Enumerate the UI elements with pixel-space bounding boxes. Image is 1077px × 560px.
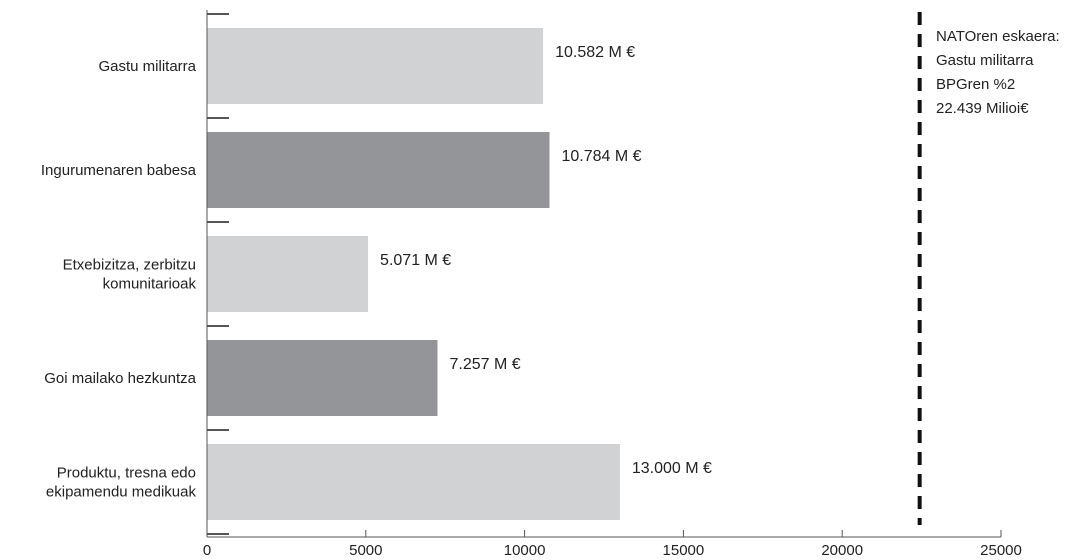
x-tick-label: 0 — [203, 542, 211, 559]
x-tick-label: 10000 — [504, 542, 546, 559]
category-label: komunitarioak — [103, 276, 197, 293]
x-tick-label: 5000 — [349, 542, 382, 559]
value-label: 7.257 M € — [449, 356, 520, 373]
reference-annotation: NATOren eskaera: — [936, 28, 1060, 45]
x-tick-label: 25000 — [980, 542, 1022, 559]
value-label: 5.071 M € — [380, 252, 451, 269]
bar — [207, 340, 438, 416]
reference-annotation: Gastu militarra — [936, 52, 1034, 69]
x-axis: 0 5000 10000 15000 20000 25000 — [203, 10, 1022, 559]
category-label: ekipamendu medikuak — [46, 484, 197, 501]
value-label: 10.582 M € — [555, 44, 635, 61]
bar — [207, 28, 544, 104]
value-label: 13.000 M € — [632, 460, 712, 477]
x-tick-label: 15000 — [663, 542, 705, 559]
reference-annotation: 22.439 Milioi€ — [936, 100, 1029, 117]
category-label: Ingurumenaren babesa — [41, 162, 197, 179]
category-label: Goi mailako hezkuntza — [44, 370, 196, 387]
reference-annotation: BPGren %2 — [936, 76, 1015, 93]
category-label: Etxebizitza, zerbitzu — [63, 257, 196, 274]
bar — [207, 444, 620, 520]
value-label: 10.784 M € — [561, 148, 641, 165]
bar — [207, 236, 369, 312]
reference-line-group: NATOren eskaera: Gastu militarra BPGren %2… — [917, 12, 1060, 525]
bar — [207, 132, 550, 208]
category-label: Gastu militarra — [98, 58, 196, 75]
bars-layer: Gastu militarra 10.582 M € Ingurumenaren b… — [41, 28, 712, 520]
category-label: Produktu, tresna edo — [57, 465, 196, 482]
x-tick-label: 20000 — [821, 542, 863, 559]
